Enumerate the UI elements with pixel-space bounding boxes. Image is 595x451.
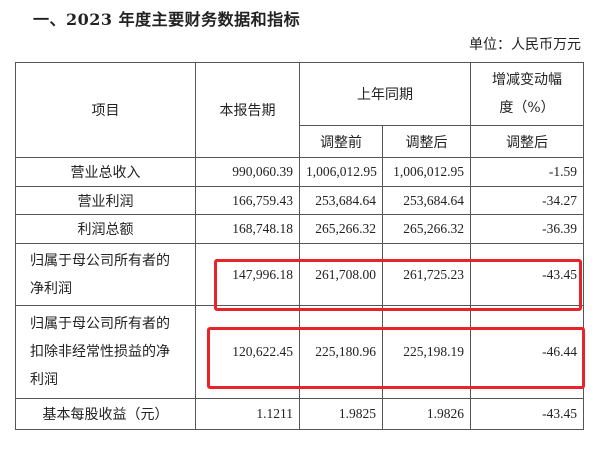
after-adjust-value: 225,198.19 — [382, 305, 471, 399]
change-value: -43.45 — [470, 243, 584, 306]
row-label-line2: 扣除非经常性损益的净 — [30, 344, 170, 360]
current-value: 120,622.45 — [195, 305, 300, 399]
current-value: 166,759.43 — [195, 186, 300, 215]
current-value: 1.1211 — [195, 398, 300, 430]
before-adjust-value: 1.9825 — [299, 398, 383, 430]
after-adjust-value: 253,684.64 — [382, 186, 471, 215]
header-item: 项目 — [15, 62, 196, 158]
row-label: 归属于母公司所有者的 净利润 — [15, 243, 196, 306]
after-adjust-value: 1.9826 — [382, 398, 471, 430]
unit-label: 单位：人民币万元 — [469, 37, 581, 53]
row-label: 营业利润 — [15, 186, 196, 215]
header-change-line2: 度（%） — [499, 100, 555, 116]
row-label: 基本每股收益（元） — [15, 398, 196, 430]
table-row: 归属于母公司所有者的 净利润 147,996.18 261,708.00 261… — [15, 243, 584, 306]
before-adjust-value: 225,180.96 — [299, 305, 383, 399]
header-change-line1: 增减变动幅 — [492, 72, 562, 88]
row-label-line1: 归属于母公司所有者的 — [30, 316, 170, 332]
current-value: 147,996.18 — [195, 243, 300, 306]
row-label: 利润总额 — [15, 214, 196, 244]
change-value: -34.27 — [470, 186, 584, 215]
current-value: 990,060.39 — [195, 157, 300, 187]
after-adjust-value: 265,266.32 — [382, 214, 471, 244]
header-change-basis: 调整后 — [470, 125, 584, 158]
row-label-line3: 利润 — [30, 372, 58, 388]
header-row-2: 调整前 调整后 调整后 — [16, 125, 584, 158]
before-adjust-value: 253,684.64 — [299, 186, 383, 215]
table-row: 营业利润 166,759.43 253,684.64 253,684.64 -3… — [15, 186, 584, 215]
change-value: -1.59 — [470, 157, 584, 187]
change-value: -36.39 — [470, 214, 584, 244]
header-before-adjust: 调整前 — [299, 125, 383, 158]
header-row-1: 项目 本报告期 上年同期 增减变动幅 度（%） — [15, 62, 584, 158]
financial-data-table: 项目 本报告期 上年同期 增减变动幅 度（%） 调整前 调整后 调整后 营业总收… — [15, 62, 584, 430]
row-label: 营业总收入 — [15, 157, 196, 187]
row-label: 归属于母公司所有者的 扣除非经常性损益的净 利润 — [15, 305, 196, 399]
current-value: 168,748.18 — [195, 214, 300, 244]
row-label-line1: 归属于母公司所有者的 — [30, 252, 170, 269]
header-current-period: 本报告期 — [195, 62, 300, 158]
table-row: 营业总收入 990,060.39 1,006,012.95 1,006,012.… — [15, 157, 584, 187]
header-prior-period: 上年同期 — [299, 62, 471, 126]
before-adjust-value: 1,006,012.95 — [299, 157, 383, 187]
after-adjust-value: 261,725.23 — [382, 243, 471, 306]
table-row: 归属于母公司所有者的 扣除非经常性损益的净 利润 120,622.45 225,… — [15, 305, 584, 399]
table-row: 利润总额 168,748.18 265,266.32 265,266.32 -3… — [15, 214, 584, 244]
row-label-line2: 净利润 — [30, 280, 72, 297]
header-after-adjust: 调整后 — [382, 125, 471, 158]
section-title: 一、2023 年度主要财务数据和指标 — [33, 10, 301, 29]
header-change: 增减变动幅 度（%） — [470, 62, 584, 126]
change-value: -43.45 — [470, 398, 584, 430]
change-value: -46.44 — [470, 305, 584, 399]
before-adjust-value: 265,266.32 — [299, 214, 383, 244]
table-row: 基本每股收益（元） 1.1211 1.9825 1.9826 -43.45 — [15, 398, 584, 430]
after-adjust-value: 1,006,012.95 — [382, 157, 471, 187]
before-adjust-value: 261,708.00 — [299, 243, 383, 306]
